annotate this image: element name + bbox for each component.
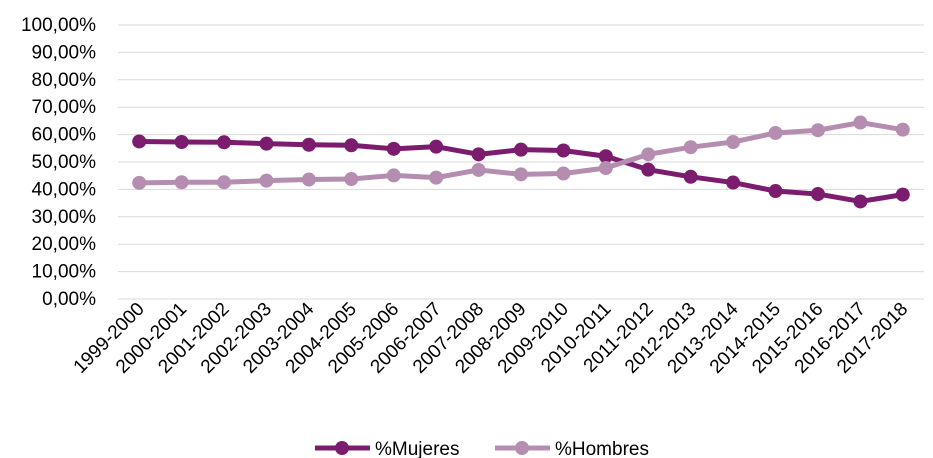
data-point [556,143,571,158]
data-point [344,138,359,153]
data-point [853,194,868,209]
legend: %Mujeres %Hombres [315,439,649,458]
data-point [132,175,147,190]
data-point [641,147,656,162]
y-tick-label: 100,00% [21,15,96,36]
y-tick-label: 0,00% [42,289,96,310]
data-point [386,168,401,183]
data-point [895,187,910,202]
data-point [683,140,698,155]
data-point [726,175,741,190]
data-point [556,166,571,181]
data-point [429,139,444,154]
data-point [641,162,656,177]
y-tick-label: 70,00% [32,97,97,118]
data-point [598,149,613,164]
y-tick-label: 80,00% [32,70,97,91]
data-point [895,122,910,137]
data-point [429,170,444,185]
y-tick-label: 40,00% [32,179,97,200]
data-point [217,135,232,150]
data-point [726,134,741,149]
data-point [301,137,316,152]
data-point [174,134,189,149]
series-0 [132,134,910,209]
data-point [132,134,147,149]
data-point [259,173,274,188]
y-tick-label: 60,00% [32,125,97,146]
y-axis-ticks: 0,00% 10,00% 20,00% 30,00% 40,00% 50,00% 60,00… [21,15,96,310]
data-point [301,172,316,187]
data-point [386,141,401,156]
y-tick-label: 90,00% [32,42,97,63]
series [132,115,910,209]
legend-label: %Mujeres [375,439,459,458]
data-point [683,169,698,184]
data-point [471,147,486,162]
data-point [174,175,189,190]
data-point [471,162,486,177]
x-axis-ticks: 1999-20002000-20012001-20022002-20032003… [70,298,913,377]
y-tick-label: 30,00% [32,207,97,228]
data-point [598,161,613,176]
series-1 [132,115,910,190]
data-point [344,171,359,186]
data-point [514,142,528,157]
data-point [217,175,232,190]
data-point [768,125,783,140]
data-point [768,184,783,199]
data-point [810,123,825,138]
y-tick-label: 10,00% [32,262,97,283]
data-point [259,136,274,151]
legend-marker [515,441,529,455]
data-point [514,167,528,182]
data-point [853,115,868,130]
legend-marker [335,441,349,455]
data-point [810,187,825,202]
legend-label: %Hombres [555,439,649,458]
gridlines [118,24,924,300]
y-tick-label: 20,00% [32,234,97,255]
y-tick-label: 50,00% [32,152,97,173]
